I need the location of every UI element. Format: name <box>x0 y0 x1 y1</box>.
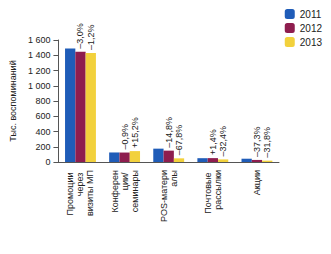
svg-text:1 200: 1 200 <box>28 66 51 76</box>
svg-text:0: 0 <box>45 157 50 167</box>
svg-text:–0,9%: –0,9% <box>120 124 130 150</box>
svg-text:рассылки: рассылки <box>213 170 223 210</box>
svg-text:Почтовые: Почтовые <box>203 170 213 214</box>
svg-text:600: 600 <box>35 111 50 121</box>
svg-text:Тыс. воспоминаний: Тыс. воспоминаний <box>8 60 18 141</box>
svg-text:POS-матери: POS-матери <box>159 170 169 222</box>
svg-text:2011: 2011 <box>300 9 322 20</box>
svg-text:+1,4%: +1,4% <box>208 129 218 155</box>
svg-text:через: через <box>75 170 85 196</box>
svg-text:2013: 2013 <box>300 37 323 48</box>
svg-text:–1,2%: –1,2% <box>86 25 96 51</box>
svg-text:–3,0%: –3,0% <box>75 23 85 49</box>
svg-text:2012: 2012 <box>300 23 323 34</box>
svg-text:Конферен: Конферен <box>110 170 120 213</box>
svg-text:–31,8%: –31,8% <box>262 127 272 158</box>
svg-text:–14,8%: –14,8% <box>164 117 174 148</box>
svg-text:Акции: Акции <box>252 170 262 195</box>
svg-text:–37,3%: –37,3% <box>252 126 262 157</box>
svg-text:Промоции: Промоции <box>65 170 75 215</box>
svg-text:1 600: 1 600 <box>28 35 51 45</box>
svg-text:–67,8%: –67,8% <box>174 125 184 156</box>
svg-text:ции/: ции/ <box>120 170 130 190</box>
svg-text:1 000: 1 000 <box>28 81 51 91</box>
svg-text:семинары: семинары <box>130 170 140 212</box>
svg-text:–32,4%: –32,4% <box>218 126 228 157</box>
svg-text:+15,2%: +15,2% <box>130 117 140 148</box>
svg-text:400: 400 <box>35 127 50 137</box>
svg-text:1 400: 1 400 <box>28 50 51 60</box>
svg-text:визиты МП: визиты МП <box>85 170 95 216</box>
svg-text:200: 200 <box>35 142 50 152</box>
svg-text:800: 800 <box>35 96 50 106</box>
svg-text:алы: алы <box>169 170 179 187</box>
